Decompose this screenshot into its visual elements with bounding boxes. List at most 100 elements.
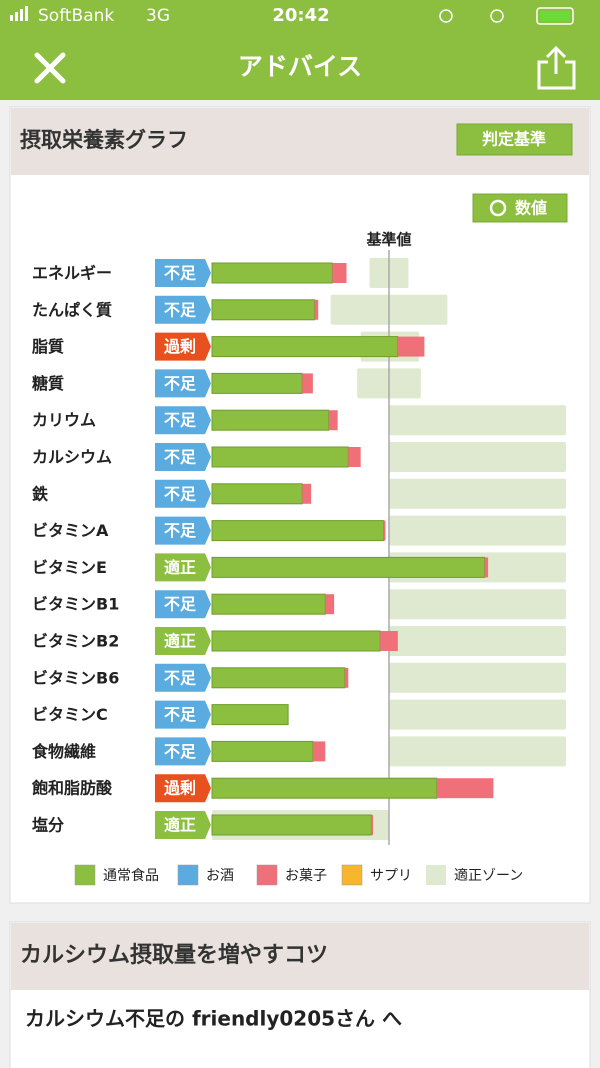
network: 3G (146, 6, 170, 26)
status-tag (155, 627, 211, 655)
status-label: 不足 (164, 300, 197, 319)
bar-segment (211, 777, 438, 799)
status-label: 不足 (164, 374, 197, 393)
bar-segment (314, 299, 319, 320)
status-tag (155, 737, 211, 766)
bar-segment (211, 630, 381, 652)
card-header (11, 923, 589, 990)
top-bar (0, 0, 600, 100)
status-tag (155, 590, 211, 619)
bar-segment (302, 483, 312, 504)
status-label: 不足 (164, 521, 197, 540)
status-tag (155, 811, 211, 839)
bar-segment (328, 410, 338, 431)
status-tag (155, 663, 211, 692)
bar-segment (211, 593, 326, 615)
status-tag (155, 774, 211, 803)
category-label: 飽和脂肪酸 (31, 779, 113, 798)
zone (389, 662, 566, 693)
category-label: 脂質 (32, 337, 64, 356)
share-button[interactable] (537, 45, 576, 90)
status-label: 不足 (164, 448, 197, 467)
status-tag (155, 479, 211, 508)
category-label: エネルギー (32, 264, 112, 283)
category-label: 塩分 (32, 816, 64, 835)
bar-segment (484, 557, 489, 578)
category-label: カルシウム (32, 448, 112, 467)
status-label: 適正 (164, 632, 196, 651)
zone (389, 405, 566, 436)
status-tag (155, 443, 211, 471)
legend-swatch (177, 864, 199, 886)
status-label: 不足 (164, 742, 197, 761)
category-label: たんぱく質 (32, 300, 112, 319)
bar-segment (348, 447, 361, 467)
carrier: SoftBank (38, 6, 114, 26)
bar-segment (211, 483, 303, 505)
bar-segment (436, 778, 494, 799)
status-tag (155, 332, 211, 361)
legend-label: お酒 (206, 868, 234, 884)
bar-segment (211, 667, 346, 689)
status-label: 不足 (164, 668, 197, 687)
category-label: ビタミンA (32, 521, 109, 540)
bar-segment (211, 520, 385, 542)
criteria-button[interactable] (456, 123, 573, 156)
tips-message: カルシウム不足の friendly0205さん へ (25, 1007, 402, 1031)
zone (389, 515, 566, 546)
category-label: 食物繊維 (31, 742, 96, 761)
bar-segment (371, 815, 374, 835)
bar-segment (344, 667, 349, 688)
status-label: 適正 (164, 558, 196, 577)
bar-segment (211, 336, 399, 358)
legend-swatch (341, 864, 363, 886)
zone (389, 626, 566, 656)
bar-segment (380, 631, 398, 651)
values-button[interactable] (472, 193, 568, 223)
status-label: 不足 (164, 705, 197, 724)
category-label: ビタミンE (32, 558, 107, 577)
legend-swatch (426, 865, 446, 885)
bar-segment (397, 336, 425, 357)
bar-segment (211, 409, 330, 431)
chart: 基準値エネルギー 不足たんぱく質 不足脂質 過剰糖質 不足カリウム 不足カルシウム 不足鉄不… (31, 231, 566, 886)
zone (389, 699, 566, 730)
bar-segment (211, 740, 314, 762)
category-label: ビタミンB6 (32, 668, 119, 687)
bar-segment (211, 262, 333, 284)
status-tag (155, 700, 211, 729)
close-button[interactable] (34, 52, 66, 84)
status-tag (155, 406, 211, 435)
status-tag (155, 295, 211, 324)
status-tag (155, 369, 211, 398)
legend-swatch (74, 864, 96, 886)
zone (389, 589, 566, 620)
bar-segment (383, 520, 386, 541)
status-label: 不足 (164, 595, 197, 614)
bar-segment (211, 299, 316, 321)
status-label: 適正 (164, 816, 196, 835)
bar-segment (211, 556, 486, 578)
criteria-button-label: 判定基準 (482, 130, 546, 149)
bar-segment (211, 372, 303, 394)
category-label: 糖質 (32, 374, 64, 393)
status-label: 不足 (164, 264, 197, 283)
bar-segment (211, 446, 349, 468)
card-title: カルシウム摂取量を増やすコツ (20, 942, 328, 968)
status-label: 不足 (164, 484, 197, 503)
category-label: カリウム (32, 411, 96, 430)
status-label: 過剰 (163, 779, 196, 798)
values-button-label: 数値 (515, 199, 547, 218)
bar-segment (325, 594, 335, 615)
category-label: ビタミンC (32, 705, 108, 724)
zone (389, 736, 566, 767)
category-label: ビタミンB1 (32, 595, 119, 614)
bar-segment (332, 263, 347, 283)
legend-label: 通常食品 (103, 867, 159, 884)
zone (389, 442, 566, 472)
status-icons (10, 6, 574, 25)
card-title: 摂取栄養素グラフ (20, 128, 188, 152)
zone (389, 478, 566, 509)
status-tag (155, 516, 211, 545)
